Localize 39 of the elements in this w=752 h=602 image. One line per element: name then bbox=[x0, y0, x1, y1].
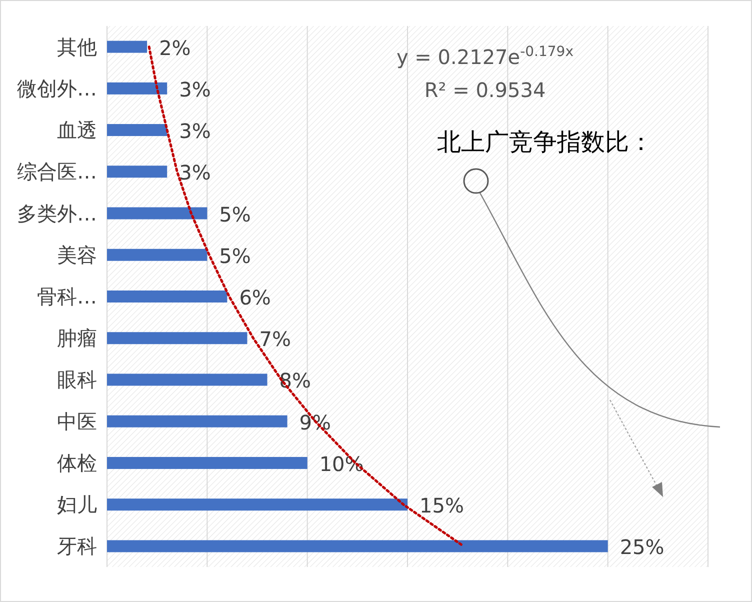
data-label: 3% bbox=[179, 160, 211, 185]
bar bbox=[107, 40, 148, 53]
y-tick-label: 牙科 bbox=[57, 534, 97, 558]
bar bbox=[107, 498, 408, 511]
y-tick-label: 微创外… bbox=[17, 76, 97, 100]
y-tick-label: 骨科… bbox=[37, 284, 97, 308]
data-label: 15% bbox=[420, 494, 464, 518]
bar bbox=[107, 540, 608, 552]
data-label: 3% bbox=[179, 77, 211, 102]
y-tick-label: 体检 bbox=[57, 450, 97, 475]
bar bbox=[107, 332, 248, 344]
annotation: R² = 0.9534 bbox=[424, 78, 546, 102]
data-label: 3% bbox=[179, 119, 211, 144]
bar bbox=[107, 124, 168, 136]
data-label: 5% bbox=[219, 202, 251, 226]
bar bbox=[107, 166, 168, 178]
bar bbox=[107, 290, 228, 302]
y-tick-label: 中医 bbox=[57, 409, 97, 434]
bar bbox=[107, 374, 268, 386]
y-tick-label: 妇儿 bbox=[57, 492, 97, 517]
annotation: y = 0.2127e$^{-0.179x}$ bbox=[396, 44, 574, 69]
y-tick-label: 血透 bbox=[57, 118, 97, 142]
y-tick-label: 肿瘤 bbox=[57, 326, 97, 350]
y-tick-label: 美容 bbox=[57, 242, 97, 267]
y-tick-label: 综合医… bbox=[17, 160, 97, 184]
bar bbox=[107, 456, 308, 469]
data-label: 7% bbox=[259, 327, 291, 352]
data-label: 5% bbox=[219, 244, 251, 268]
data-label: 6% bbox=[239, 286, 271, 310]
bar bbox=[107, 248, 208, 261]
data-label: 2% bbox=[159, 36, 191, 60]
y-tick-label: 眼科 bbox=[57, 368, 97, 392]
annotation: 北上广竞争指数比： bbox=[437, 128, 653, 156]
y-tick-label: 其他 bbox=[57, 34, 97, 59]
bar bbox=[107, 415, 288, 428]
bar bbox=[107, 207, 208, 220]
bar bbox=[107, 82, 168, 94]
data-label: 25% bbox=[620, 535, 664, 560]
y-tick-label: 多类外… bbox=[17, 201, 97, 226]
